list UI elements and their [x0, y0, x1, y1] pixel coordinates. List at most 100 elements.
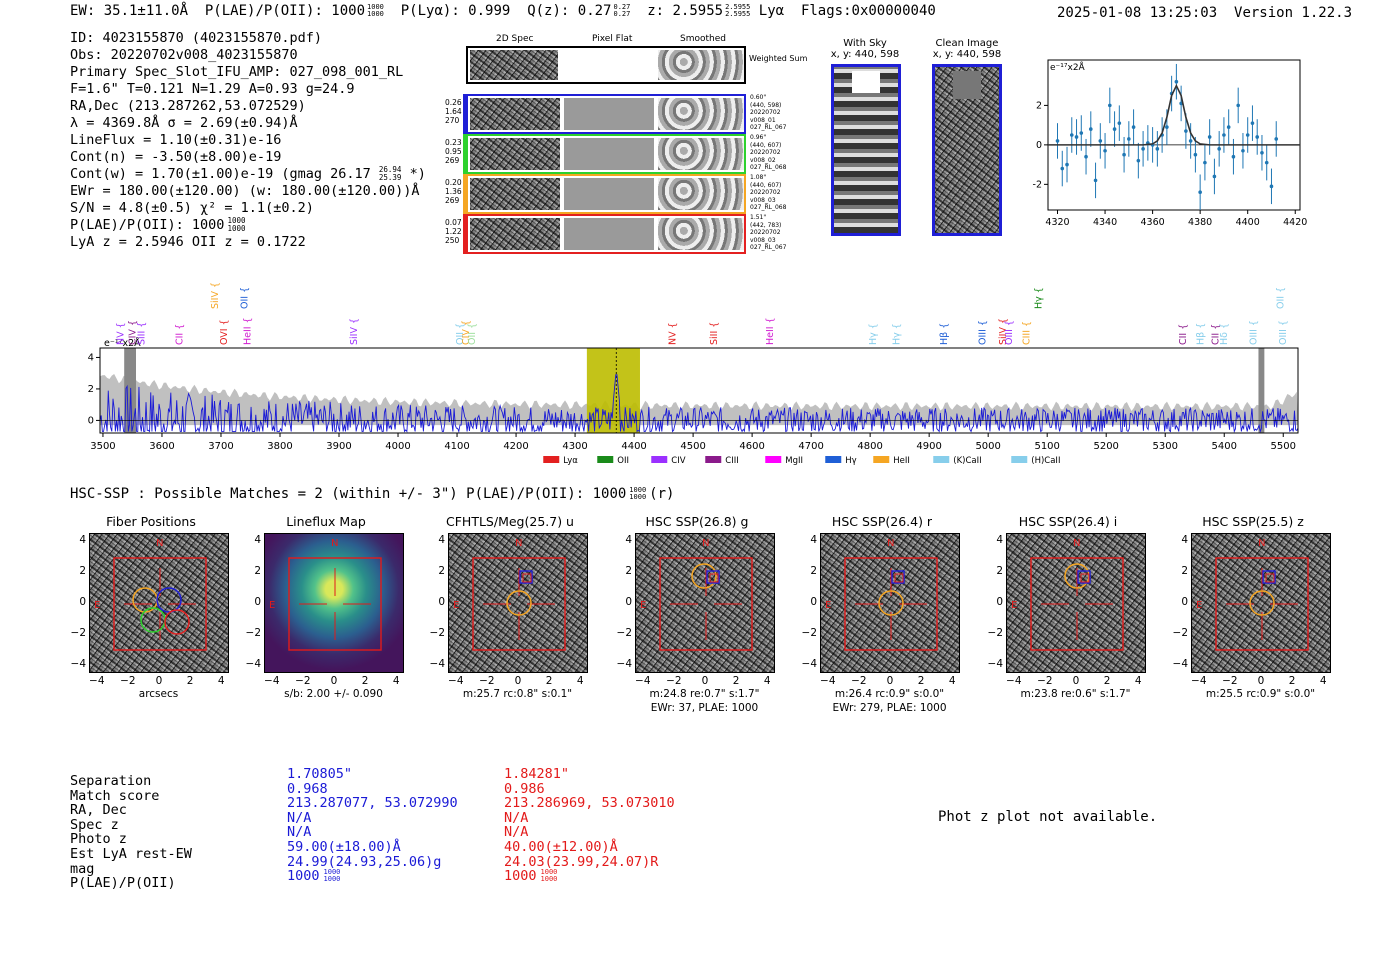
info-plae-text: P(LAE)/P(OII): 1000: [70, 217, 225, 233]
cutout-panel: 2D Spec Pixel Flat Smoothed Weighted Sum…: [445, 34, 807, 256]
match2-value: 24.03(23.99,24.07)R: [504, 854, 675, 870]
match2-plae-frac-top: 1000: [540, 868, 558, 877]
zoom-data-point: [1131, 125, 1136, 129]
hsc-ytick-label: 4: [254, 533, 261, 546]
zoom-data-point: [1222, 133, 1226, 137]
col-header-pixelflat: Pixel Flat: [592, 34, 633, 44]
match2-value: 213.286969, 53.073010: [504, 796, 675, 811]
hsc-xtick-label: −2: [295, 675, 311, 687]
hsc-ytick-label: 4: [810, 533, 817, 546]
flags-value: Flags:0x00000040: [800, 3, 936, 19]
line-name: Lyα: [758, 3, 785, 19]
spectral-line-label: Hβ {: [939, 323, 950, 345]
legend-label: CIV: [671, 456, 685, 465]
zoom-data-point: [1074, 135, 1079, 139]
match1-value: 1000 1000 1000: [287, 869, 458, 884]
hsc-north-label: N: [702, 538, 709, 549]
match1-plae-frac-bot: 1000: [323, 875, 341, 884]
hsc-xtick-label: 4: [576, 675, 584, 687]
full-xtick-label: 4600: [739, 441, 764, 452]
hsc-panel-subtitle: m:23.8 re:0.6" s:1.7": [1020, 688, 1131, 700]
hsc-xtick-label: 0: [155, 675, 163, 687]
full-xtick-label: 5300: [1152, 441, 1177, 452]
zoom-data-point: [1212, 174, 1217, 179]
hsc-ytick-label: −4: [616, 658, 632, 671]
match-row-label: Spec z: [70, 816, 119, 833]
full-spectrum-plot: 3500 3600 3700 3800 3900 4000 4100 4200 4300 4400…: [88, 282, 1299, 465]
spectral-line-label: Hβ {: [1196, 323, 1207, 345]
cutout-right-value: v008_03: [750, 236, 776, 244]
match2-value-text: N/A: [504, 809, 529, 826]
hsc-aperture-box: [659, 557, 753, 651]
hsc-xtick-label: 4: [763, 675, 771, 687]
cutout-right-values: 0.96" (440, 607) 20220702 v008_02 027_RL_068: [750, 134, 786, 172]
header-line: EW: 35.1±11.0Å P(LAE)/P(OII): 1000 1000 10…: [70, 3, 936, 19]
cutout-left-values: 0.23 0.95 269: [445, 138, 462, 165]
cutout-right-value: 20220702: [750, 229, 781, 237]
hsc-north-label: N: [515, 538, 522, 549]
legend-swatch: [1011, 456, 1028, 463]
timestamp: 2025-01-08 13:25:03: [1057, 5, 1218, 21]
cutout-right-value: 027_RL_068: [750, 164, 787, 172]
match1-value-text: 1.70805": [287, 766, 353, 782]
match-box-blue: [519, 570, 533, 584]
cutout-right-value: 0.60": [750, 94, 767, 101]
hsc-ytick-label: 2: [1181, 564, 1188, 577]
zoom-data-point: [1122, 152, 1126, 157]
zoom-data-point: [1188, 139, 1193, 143]
full-frame: [99, 347, 1299, 434]
info-ewr: EWr = 180.00(±120.00) (w: 180.00(±120.00…: [70, 183, 420, 199]
full-ytick-label: 2: [88, 384, 94, 395]
match2-plae-frac: 1000 1000: [541, 869, 558, 883]
hsc-xtick-label: 2: [732, 675, 740, 687]
cutout-row-color-bar: [463, 214, 466, 254]
full-ytick-label: 4: [88, 352, 94, 363]
match1-value-text: N/A: [287, 824, 312, 841]
cutout-right-value: (440, 598): [750, 101, 782, 109]
cutout-right-value: 027_RL_067: [750, 244, 787, 252]
weighted-sum-row: [466, 46, 746, 84]
cutout-right-value: 1.08": [750, 174, 767, 181]
zoom-data-point: [1236, 103, 1240, 108]
cutout-left-values: 0.20 1.36 269: [445, 178, 462, 205]
fiber-circle: [164, 609, 190, 635]
with-sky-mask: [852, 71, 880, 93]
cutout-row: [466, 214, 746, 254]
with-sky-image: [831, 64, 901, 236]
hsc-ytick-label: 4: [996, 533, 1003, 546]
zoom-ytick-label: 2: [1036, 100, 1042, 111]
hsc-xtick-label: 2: [1103, 675, 1111, 687]
match-circle: [691, 563, 717, 589]
full-xtick-label: 4400: [621, 441, 646, 452]
spectral-line-label: Hδ {: [1219, 323, 1230, 345]
info-primary: Primary Spec_Slot_IFU_AMP: 027_098_001_R…: [70, 64, 404, 80]
zoom-data-point: [1117, 121, 1122, 125]
zoom-data-point: [1264, 160, 1269, 165]
weighted-2dspec: [470, 50, 558, 80]
hsc-xtick-label: 4: [1134, 675, 1142, 687]
hsc-panel-subtitle: m:24.8 re:0.7" s:1.7": [649, 688, 760, 700]
spectral-line-label: HeII {: [765, 317, 776, 345]
hsc-xtick-label: 0: [330, 675, 338, 687]
cutout-left-value: 1.64: [445, 107, 462, 116]
match1-value-text: 0.968: [287, 780, 328, 797]
match2-value-text: 1000: [504, 868, 537, 885]
hsc-ytick-label: −2: [1172, 627, 1188, 640]
weighted-smoothed: [658, 50, 744, 80]
hsc-summary-top: 1000: [629, 486, 647, 494]
hsc-aperture-box: [472, 557, 566, 651]
cutout-right-value: (440, 607): [750, 141, 782, 149]
info-lineflux: LineFlux = 1.10(±0.31)e-16: [70, 132, 282, 148]
clean-image: [932, 64, 1002, 236]
hsc-east-label: E: [1011, 600, 1017, 611]
fiber-circle: [156, 587, 182, 613]
spectral-line-label: SiII {: [709, 322, 720, 345]
full-xtick-label: 3800: [267, 441, 292, 452]
